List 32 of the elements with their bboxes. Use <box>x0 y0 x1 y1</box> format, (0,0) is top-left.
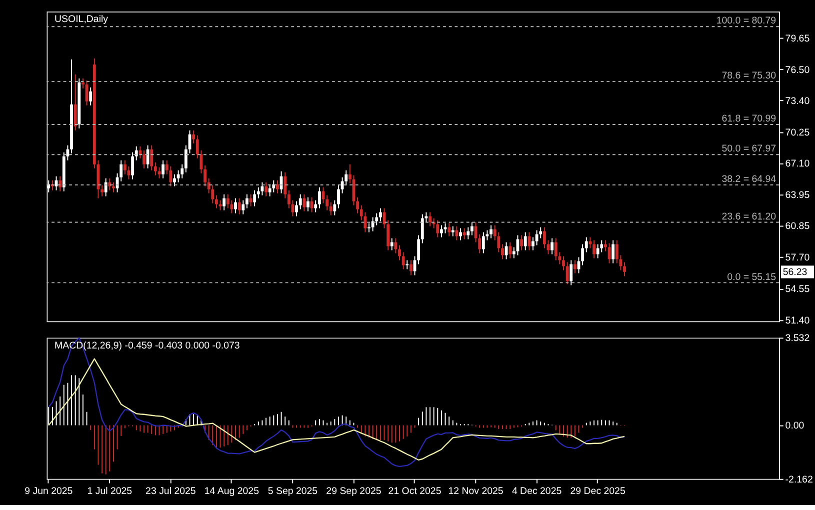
ref-line-label: 38.2 = 64.94 <box>722 174 777 185</box>
ref-line-label: 100.0 = 80.79 <box>716 16 776 27</box>
x-tick-label: 5 Sep 2025 <box>268 486 318 497</box>
ref-line-label: 23.6 = 61.20 <box>722 211 777 222</box>
y-tick-label: 73.40 <box>785 96 810 107</box>
y-tick-label: 63.95 <box>785 190 810 202</box>
y-tick-label: 3.532 <box>785 333 810 344</box>
y-tick-label: 0.00 <box>785 420 805 432</box>
y-tick-label: 70.25 <box>785 127 810 138</box>
x-tick-label: 12 Nov 2025 <box>448 486 504 497</box>
y-tick-label: 60.85 <box>785 221 810 232</box>
ref-line-label: 50.0 = 67.97 <box>722 144 776 155</box>
y-tick-label: 76.50 <box>785 64 810 76</box>
ref-line-label: 0.0 = 55.15 <box>727 272 776 283</box>
x-tick-label: 23 Jul 2025 <box>146 486 196 497</box>
ref-line-label: 78.6 = 75.30 <box>722 70 777 82</box>
ref-line-label: 61.8 = 70.99 <box>722 114 776 125</box>
x-tick-label: 14 Aug 2025 <box>204 486 259 497</box>
y-tick-label: 67.10 <box>785 158 810 170</box>
x-tick-label: 9 Jun 2025 <box>24 486 73 497</box>
x-tick-label: 21 Oct 2025 <box>388 486 442 497</box>
y-tick-label: 79.65 <box>785 33 810 44</box>
x-tick-label: 4 Dec 2025 <box>512 486 562 497</box>
y-tick-label: 51.40 <box>785 316 810 327</box>
x-tick-label: 1 Jul 2025 <box>87 486 132 497</box>
x-tick-label: 29 Dec 2025 <box>570 486 626 497</box>
x-tick-label: 29 Sep 2025 <box>326 486 382 497</box>
text: 56.23 <box>782 266 808 278</box>
y-tick-label: 57.70 <box>785 252 810 264</box>
chart-title: USOIL,Daily <box>54 14 108 26</box>
y-tick-label: -2.162 <box>785 474 813 486</box>
y-tick-label: 54.55 <box>785 284 810 296</box>
